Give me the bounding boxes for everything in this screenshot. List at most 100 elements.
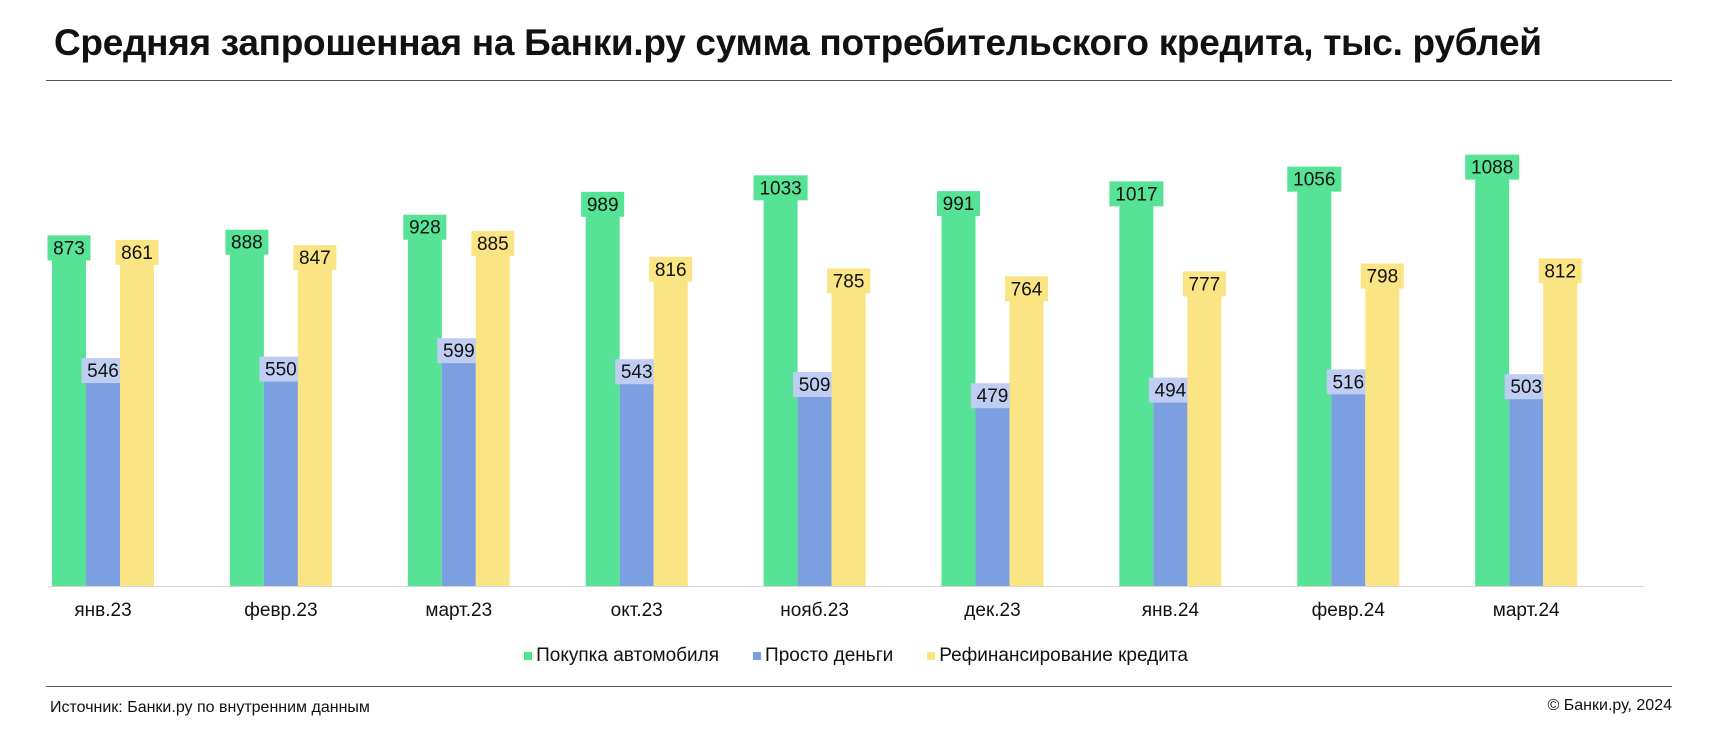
data-label-box [827, 268, 871, 294]
bar [441, 361, 476, 586]
bar [263, 379, 298, 586]
legend-item-money: Просто деньги [753, 645, 893, 667]
data-label-box [937, 191, 980, 217]
legend-item-auto: Покупка автомобиля [524, 645, 719, 667]
data-label-box [81, 358, 125, 384]
data-label-box [1326, 369, 1370, 395]
x-tick-label: янв.23 [74, 600, 131, 621]
data-label-box [259, 356, 303, 382]
x-tick-label: окт.23 [611, 600, 663, 621]
data-label-box [793, 371, 837, 397]
data-label-box [293, 245, 337, 271]
x-tick-label: февр.24 [1312, 600, 1386, 621]
data-label: 798 [1366, 267, 1398, 288]
legend-label-money: Просто деньги [765, 645, 894, 666]
bar [52, 258, 86, 586]
x-tick-label: февр.23 [244, 600, 317, 621]
x-tick-label: март.23 [425, 600, 492, 621]
bar [1187, 294, 1222, 586]
legend-swatch-refi [927, 652, 936, 660]
chart-title: Средняя запрошенная на Банки.ру сумма по… [54, 22, 1542, 63]
x-tick-label: март.24 [1493, 600, 1560, 621]
bar [1153, 400, 1188, 586]
data-label-box [47, 235, 91, 261]
data-label-box [115, 239, 159, 265]
data-label-box [1148, 377, 1192, 403]
data-label-box [1465, 154, 1520, 180]
x-tick-label: нояб.23 [780, 600, 849, 621]
bar [120, 262, 154, 586]
bar [86, 381, 120, 586]
data-label-box [649, 256, 693, 282]
data-label: 928 [409, 218, 441, 239]
data-label: 888 [231, 233, 263, 254]
bar [229, 252, 264, 587]
data-label-box [1182, 271, 1226, 297]
bar [941, 214, 976, 586]
data-label-box [615, 359, 659, 385]
data-label: 479 [977, 386, 1009, 407]
data-label-box [1109, 181, 1164, 207]
data-label: 785 [833, 271, 865, 292]
bar [1365, 286, 1400, 586]
data-label: 847 [299, 248, 331, 269]
data-label: 1088 [1471, 158, 1513, 179]
data-label-box [471, 230, 515, 256]
legend-item-refi: Рефинансирование кредита [927, 645, 1188, 667]
data-label: 509 [799, 375, 831, 396]
data-label-box [225, 229, 269, 255]
data-label-box [1287, 166, 1342, 192]
data-label-box [1504, 374, 1548, 400]
bar [1509, 397, 1544, 586]
bar [653, 279, 688, 586]
bar [797, 394, 832, 586]
data-label: 885 [477, 234, 509, 255]
bar [619, 382, 654, 586]
bar [975, 406, 1010, 586]
data-label: 816 [655, 260, 687, 281]
data-label-box [581, 191, 625, 217]
data-label: 861 [121, 243, 153, 264]
data-label-box [1538, 258, 1582, 284]
legend-swatch-auto [524, 652, 533, 660]
data-label-box [1360, 263, 1404, 289]
bar [475, 253, 510, 586]
data-label-box [1005, 276, 1048, 302]
data-label: 550 [265, 360, 297, 381]
bar [1475, 177, 1510, 587]
bar [1297, 189, 1332, 586]
data-label: 812 [1544, 261, 1576, 282]
copyright-note: © Банки.ру, 2024 [1547, 697, 1672, 714]
data-label: 991 [943, 194, 975, 215]
x-tick-label: янв.24 [1142, 600, 1200, 621]
bar [1119, 204, 1154, 587]
data-label: 873 [53, 238, 85, 259]
x-tick-label: дек.23 [964, 600, 1020, 621]
title-divider [46, 80, 1672, 81]
data-label-box [971, 383, 1014, 409]
bar [831, 291, 866, 586]
legend-swatch-money [753, 652, 762, 660]
data-label-box [753, 175, 808, 201]
data-label: 546 [87, 361, 119, 382]
data-label: 764 [1011, 279, 1043, 300]
data-label-box [403, 214, 447, 240]
bar [1543, 281, 1578, 586]
chart-legend: Покупка автомобиля Просто деньги Рефинан… [0, 645, 1712, 667]
footer-divider [46, 686, 1672, 687]
data-label: 1033 [759, 178, 801, 199]
bar [1331, 392, 1366, 586]
data-label: 599 [443, 341, 475, 362]
data-label: 503 [1510, 377, 1542, 398]
data-label: 494 [1155, 381, 1187, 402]
legend-label-auto: Покупка автомобиля [536, 645, 720, 666]
legend-label-refi: Рефинансирование кредита [939, 645, 1188, 666]
data-label: 543 [621, 362, 653, 383]
bar [585, 214, 620, 586]
bar [763, 198, 798, 586]
data-label: 777 [1189, 274, 1221, 295]
data-label: 1056 [1293, 170, 1335, 191]
source-note: Источник: Банки.ру по внутренним данным [50, 699, 370, 716]
bar [1009, 299, 1044, 586]
data-label: 1017 [1115, 184, 1157, 205]
